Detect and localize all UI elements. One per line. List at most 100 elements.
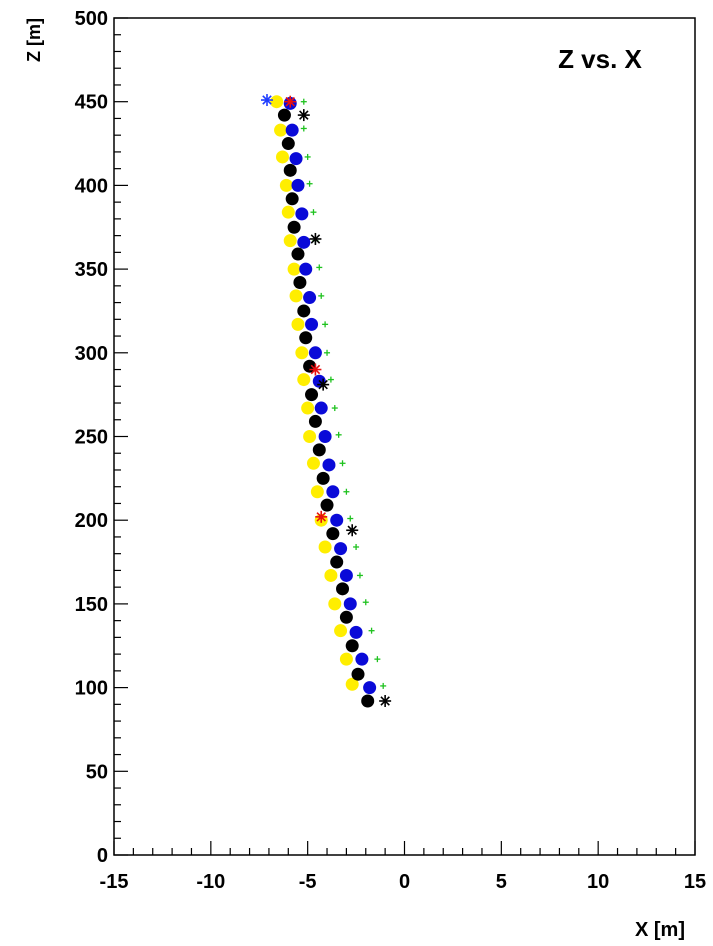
data-points (260, 94, 392, 708)
y-tick-label: 0 (97, 845, 108, 867)
data-point (326, 485, 340, 499)
data-point (318, 430, 332, 443)
data-point (279, 178, 293, 192)
data-point (355, 652, 369, 666)
data-point (295, 346, 309, 360)
data-point (303, 430, 317, 443)
data-point (379, 694, 392, 707)
data-point (309, 363, 322, 376)
x-tick-label: 15 (684, 871, 706, 893)
x-tick-labels: -15 -10 -5 0 5 10 15 (100, 871, 707, 893)
data-point (270, 95, 284, 109)
data-point (324, 568, 338, 582)
data-point (287, 220, 301, 234)
data-point (275, 150, 289, 164)
y-tick-label: 150 (75, 594, 108, 616)
data-point (289, 289, 303, 303)
data-point (356, 572, 363, 579)
data-point (310, 209, 317, 216)
data-point (260, 94, 273, 107)
data-point (277, 108, 291, 122)
data-point (309, 232, 322, 245)
y-tick-label: 350 (75, 259, 108, 281)
data-point (315, 510, 328, 523)
data-point (318, 540, 332, 554)
data-point (306, 456, 320, 470)
data-point (339, 652, 353, 666)
data-point (300, 125, 307, 132)
x-tick-label: 10 (587, 871, 609, 893)
data-point (362, 599, 369, 606)
data-point (330, 555, 344, 569)
data-point (306, 180, 313, 187)
y-axis (114, 17, 128, 856)
data-point (287, 262, 301, 276)
data-point (299, 262, 313, 276)
data-point (295, 207, 309, 221)
data-point (291, 247, 305, 261)
data-point (330, 513, 344, 527)
data-point (283, 163, 297, 177)
data-point (320, 498, 334, 512)
x-tick-label: -15 (100, 871, 129, 893)
data-point (284, 95, 297, 108)
x-tick-label: 0 (399, 871, 410, 893)
data-point (328, 597, 342, 611)
y-tick-label: 450 (75, 92, 108, 114)
data-point (343, 488, 350, 495)
data-point (274, 123, 288, 137)
data-point (334, 542, 348, 556)
data-point (308, 346, 322, 360)
data-point (303, 291, 317, 305)
data-point (297, 235, 311, 249)
x-tick-label: -5 (299, 871, 317, 893)
data-point (291, 317, 305, 331)
data-point (339, 460, 346, 467)
data-point (299, 331, 313, 345)
data-point (361, 694, 375, 708)
data-point (345, 677, 359, 691)
data-point (297, 304, 311, 318)
data-point (316, 264, 323, 271)
y-tick-label: 500 (75, 8, 108, 30)
data-point (351, 667, 365, 681)
plot-frame (113, 17, 696, 856)
y-axis-label: Z [m] (24, 18, 44, 62)
x-axis-label: X [m] (635, 919, 685, 941)
data-point (305, 317, 319, 331)
data-point (301, 401, 315, 415)
x-tick-label: -10 (196, 871, 225, 893)
data-point (334, 624, 348, 638)
data-point (353, 543, 360, 550)
data-point (336, 582, 350, 596)
data-point (327, 376, 334, 383)
data-point (368, 627, 375, 634)
data-point (285, 192, 299, 206)
data-point (349, 625, 363, 639)
x-tick-label: 5 (496, 871, 507, 893)
data-point (281, 137, 295, 151)
data-point (314, 401, 328, 415)
data-point (304, 153, 311, 160)
y-tick-label: 200 (75, 510, 108, 532)
data-point (281, 205, 295, 219)
data-point (310, 485, 324, 499)
y-tick-label: 300 (75, 343, 108, 365)
y-tick-label: 250 (75, 427, 108, 449)
data-point (322, 321, 329, 328)
data-point (300, 98, 307, 105)
data-point (322, 458, 336, 472)
data-point (285, 123, 299, 137)
data-point (339, 610, 353, 624)
data-point (297, 373, 311, 387)
data-point (297, 109, 310, 122)
data-point (312, 443, 326, 457)
data-point (308, 414, 322, 428)
y-tick-labels: 0 50 100 150 200 250 300 350 400 450 500 (75, 8, 108, 867)
data-point (380, 682, 387, 689)
data-point (305, 388, 319, 402)
y-tick-label: 100 (75, 678, 108, 700)
data-point (345, 639, 359, 653)
data-point (363, 681, 377, 695)
